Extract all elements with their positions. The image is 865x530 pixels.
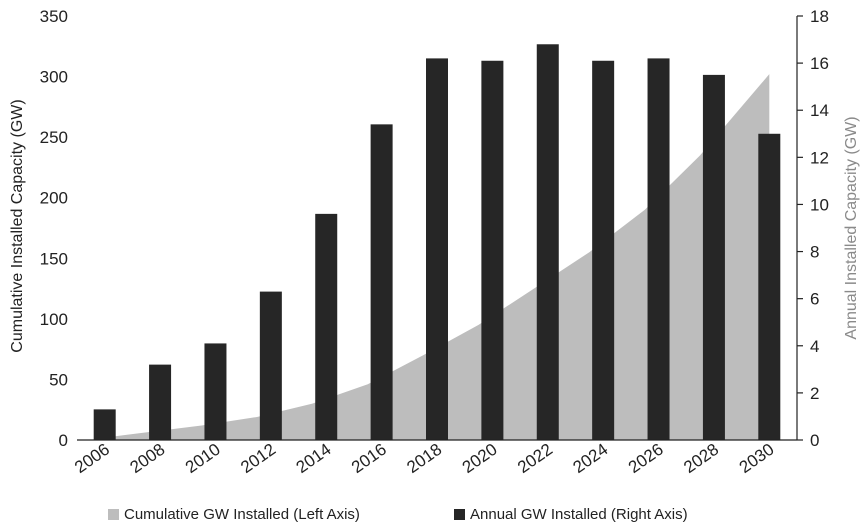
- left-tick-label: 50: [49, 370, 68, 389]
- x-tick-label: 2022: [514, 440, 556, 477]
- annual-bar: [758, 133, 781, 440]
- x-tick-label: 2028: [680, 440, 722, 477]
- annual-bar: [702, 74, 725, 440]
- annual-bar: [149, 364, 172, 440]
- x-tick-label: 2006: [71, 440, 113, 477]
- left-axis-title: Cumulative Installed Capacity (GW): [9, 99, 26, 352]
- left-tick-label: 100: [40, 310, 68, 329]
- left-tick-label: 250: [40, 128, 68, 147]
- right-tick-label: 14: [810, 101, 829, 120]
- annual-bar: [204, 343, 227, 440]
- legend-label-annual: Annual GW Installed (Right Axis): [470, 506, 688, 523]
- left-tick-label: 350: [40, 7, 68, 26]
- right-tick-label: 2: [810, 384, 819, 403]
- legend-swatch-annual: [454, 509, 465, 520]
- left-tick-label: 0: [59, 431, 68, 450]
- annual-bar: [315, 213, 338, 440]
- annual-bar: [536, 44, 559, 441]
- x-tick-label: 2010: [182, 440, 224, 477]
- x-tick-label: 2026: [625, 440, 667, 477]
- left-tick-label: 200: [40, 189, 68, 208]
- annual-bar: [370, 124, 393, 440]
- right-tick-label: 8: [810, 243, 819, 262]
- right-tick-label: 0: [810, 431, 819, 450]
- annual-bar: [426, 58, 448, 441]
- left-tick-label: 150: [40, 249, 68, 268]
- annual-bar: [259, 291, 282, 440]
- legend-label-cumulative: Cumulative GW Installed (Left Axis): [124, 506, 360, 523]
- x-tick-label: 2024: [570, 440, 612, 477]
- x-tick-label: 2020: [459, 440, 501, 477]
- x-tick-label: 2018: [403, 440, 445, 477]
- x-tick-label: 2012: [237, 440, 279, 477]
- annual-bar: [481, 60, 504, 440]
- x-axis-ticks: 2006 2008 2010 2012 2014 2016 2018 2020 2022 2024…: [71, 440, 778, 477]
- x-tick-label: 2030: [736, 440, 778, 477]
- annual-bar: [93, 409, 116, 440]
- right-axis-ticks: 0 2 4 6 8 10 12 14 16 18: [797, 7, 829, 450]
- annual-bar-layer: [93, 44, 781, 441]
- right-tick-label: 4: [810, 337, 819, 356]
- x-tick-label: 2014: [293, 440, 335, 477]
- right-tick-label: 18: [810, 7, 829, 26]
- right-axis-title: Annual Installed Capacity (GW): [843, 116, 860, 339]
- annual-bar: [592, 60, 615, 440]
- legend-swatch-cumulative: [108, 509, 119, 520]
- annual-bar: [647, 58, 670, 441]
- axes: [77, 16, 798, 441]
- legend: Cumulative GW Installed (Left Axis) Annu…: [108, 506, 688, 523]
- right-tick-label: 10: [810, 195, 829, 214]
- right-tick-label: 6: [810, 290, 819, 309]
- right-tick-label: 16: [810, 54, 829, 73]
- left-axis-ticks: 0 50 100 150 200 250 300 350: [40, 7, 68, 450]
- x-tick-label: 2016: [348, 440, 390, 477]
- right-tick-label: 12: [810, 148, 829, 167]
- x-tick-label: 2008: [126, 440, 168, 477]
- left-tick-label: 300: [40, 68, 68, 87]
